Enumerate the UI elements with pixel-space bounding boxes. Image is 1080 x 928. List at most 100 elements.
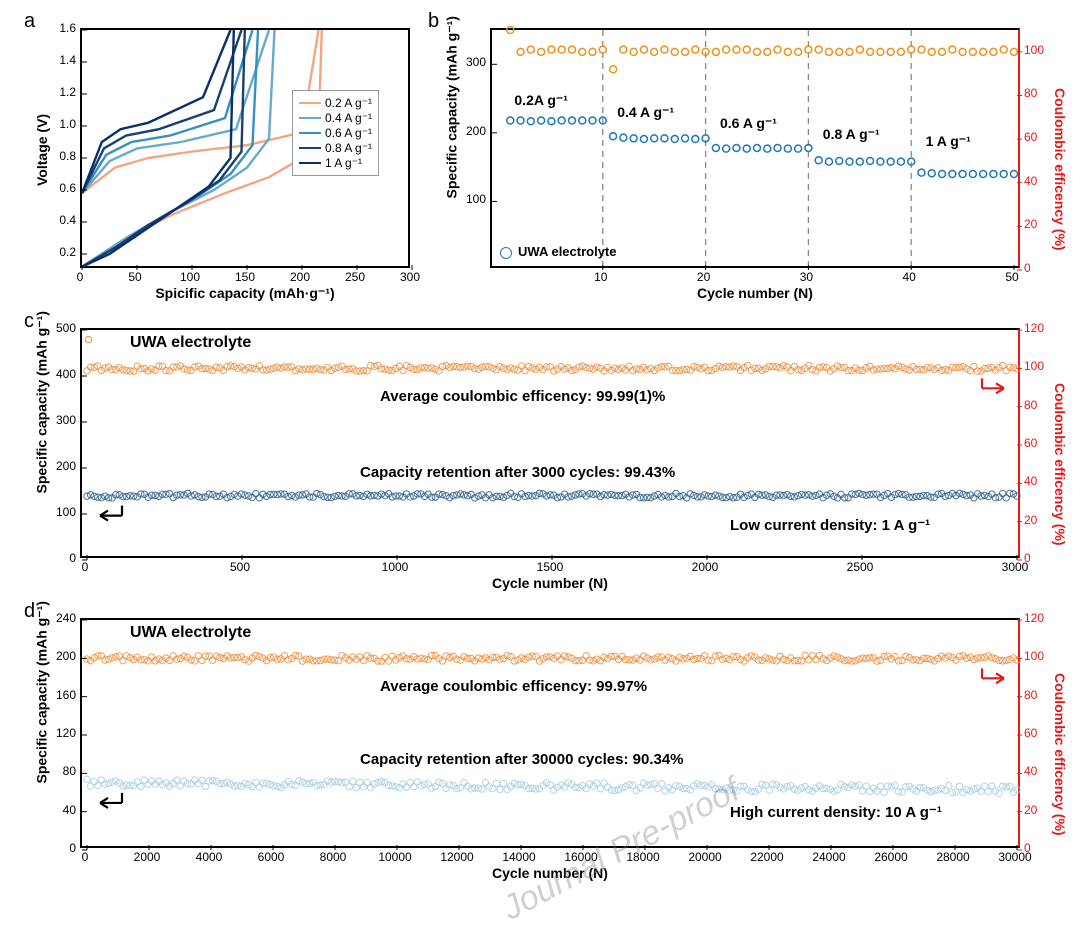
tick-label: 0 bbox=[65, 270, 95, 284]
tick-label: 100 bbox=[175, 270, 205, 284]
tick-label: 30 bbox=[791, 270, 821, 284]
tick-label: 40 bbox=[46, 803, 76, 817]
tick-label: 80 bbox=[46, 764, 76, 778]
tick-label: 0 bbox=[1024, 551, 1031, 565]
panel-b-ylabel2: Coulombic efficency (%) bbox=[1052, 88, 1068, 208]
rate-label: 0.8 A g⁻¹ bbox=[823, 126, 880, 143]
tick-label: 8000 bbox=[313, 850, 353, 864]
tick-label: 1.6 bbox=[50, 21, 76, 35]
panel-c-label: c bbox=[24, 310, 34, 333]
tick-label: 300 bbox=[456, 55, 486, 69]
tick-label: 120 bbox=[1024, 321, 1044, 335]
tick-label: 1500 bbox=[530, 560, 570, 574]
panel-b-label: b bbox=[428, 10, 439, 33]
tick-label: 6000 bbox=[251, 850, 291, 864]
tick-label: 0.4 bbox=[50, 213, 76, 227]
panel-b-legend: UWA electrolyte bbox=[500, 244, 617, 259]
tick-label: 24000 bbox=[809, 850, 849, 864]
annotation-text: Average coulombic efficency: 99.97% bbox=[380, 678, 647, 695]
tick-label: 1.0 bbox=[50, 117, 76, 131]
tick-label: 100 bbox=[456, 192, 486, 206]
tick-label: 200 bbox=[46, 649, 76, 663]
tick-label: 0.6 bbox=[50, 181, 76, 195]
tick-label: 40 bbox=[1024, 474, 1037, 488]
tick-label: 20 bbox=[1024, 513, 1037, 527]
panel-c-xlabel: Cycle number (N) bbox=[80, 575, 1020, 591]
panel-a-legend: 0.2 A g⁻¹0.4 A g⁻¹0.6 A g⁻¹0.8 A g⁻¹1 A … bbox=[292, 90, 379, 176]
tick-label: 10000 bbox=[375, 850, 415, 864]
tick-label: 50 bbox=[120, 270, 150, 284]
annotation-text: Low current density: 1 A g⁻¹ bbox=[730, 516, 930, 534]
tick-label: 0 bbox=[1024, 261, 1031, 275]
tick-label: 200 bbox=[285, 270, 315, 284]
rate-label: 1 A g⁻¹ bbox=[926, 133, 971, 150]
tick-label: 100 bbox=[1024, 649, 1044, 663]
tick-label: 100 bbox=[1024, 43, 1044, 57]
annotation-text: High current density: 10 A g⁻¹ bbox=[730, 803, 942, 821]
tick-label: 0.8 bbox=[50, 149, 76, 163]
tick-label: 300 bbox=[46, 413, 76, 427]
tick-label: 1.4 bbox=[50, 53, 76, 67]
tick-label: 2500 bbox=[840, 560, 880, 574]
tick-label: 1.2 bbox=[50, 85, 76, 99]
tick-label: 40 bbox=[1024, 174, 1037, 188]
panel-d-xlabel: Cycle number (N) bbox=[80, 865, 1020, 881]
panel-d-ylabel2: Coulombic efficency (%) bbox=[1052, 673, 1068, 793]
annotation-text: Capacity retention after 30000 cycles: 9… bbox=[360, 751, 684, 768]
annotation-text: UWA electrolyte bbox=[130, 624, 251, 642]
tick-label: 0 bbox=[46, 551, 76, 565]
panel-b-ylabel: Specific capacity (mAh g⁻¹) bbox=[444, 99, 461, 199]
tick-label: 300 bbox=[395, 270, 425, 284]
tick-label: 80 bbox=[1024, 688, 1037, 702]
tick-label: 16000 bbox=[561, 850, 601, 864]
tick-label: 40 bbox=[1024, 764, 1037, 778]
tick-label: 80 bbox=[1024, 398, 1037, 412]
rate-label: 0.4 A g⁻¹ bbox=[617, 104, 674, 121]
tick-label: 60 bbox=[1024, 130, 1037, 144]
tick-label: 10 bbox=[586, 270, 616, 284]
tick-label: 100 bbox=[46, 505, 76, 519]
tick-label: 100 bbox=[1024, 359, 1044, 373]
annotation-text: UWA electrolyte bbox=[130, 334, 251, 352]
panel-b-xlabel: Cycle number (N) bbox=[490, 285, 1020, 301]
tick-label: 4000 bbox=[189, 850, 229, 864]
panel-c-ylabel2: Coulombic efficency (%) bbox=[1052, 383, 1068, 503]
tick-label: 50 bbox=[997, 270, 1027, 284]
tick-label: 26000 bbox=[871, 850, 911, 864]
tick-label: 500 bbox=[46, 321, 76, 335]
tick-label: 120 bbox=[1024, 611, 1044, 625]
annotation-text: Capacity retention after 3000 cycles: 99… bbox=[360, 464, 675, 481]
tick-label: 28000 bbox=[933, 850, 973, 864]
tick-label: 18000 bbox=[623, 850, 663, 864]
tick-label: 22000 bbox=[747, 850, 787, 864]
tick-label: 0 bbox=[46, 841, 76, 855]
tick-label: 240 bbox=[46, 611, 76, 625]
tick-label: 2000 bbox=[685, 560, 725, 574]
tick-label: 20 bbox=[689, 270, 719, 284]
panel-a-label: a bbox=[24, 10, 35, 33]
rate-label: 0.6 A g⁻¹ bbox=[720, 115, 777, 132]
tick-label: 2000 bbox=[127, 850, 167, 864]
tick-label: 0 bbox=[1024, 841, 1031, 855]
tick-label: 160 bbox=[46, 688, 76, 702]
tick-label: 80 bbox=[1024, 86, 1037, 100]
tick-label: 60 bbox=[1024, 726, 1037, 740]
tick-label: 1000 bbox=[375, 560, 415, 574]
panel-c-ylabel: Specific capacity (mAh g⁻¹) bbox=[34, 394, 51, 494]
figure-root: a Voltage (V) Spicific capacity (mAh·g⁻¹… bbox=[10, 10, 1070, 916]
tick-label: 400 bbox=[46, 367, 76, 381]
tick-label: 12000 bbox=[437, 850, 477, 864]
tick-label: 120 bbox=[46, 726, 76, 740]
panel-a-xlabel: Spicific capacity (mAh·g⁻¹) bbox=[80, 285, 410, 302]
rate-label: 0.2A g⁻¹ bbox=[514, 92, 568, 109]
tick-label: 20 bbox=[1024, 803, 1037, 817]
tick-label: 60 bbox=[1024, 436, 1037, 450]
tick-label: 20000 bbox=[685, 850, 725, 864]
panel-a-ylabel: Voltage (V) bbox=[34, 106, 50, 186]
tick-label: 40 bbox=[894, 270, 924, 284]
tick-label: 200 bbox=[456, 124, 486, 138]
tick-label: 150 bbox=[230, 270, 260, 284]
tick-label: 250 bbox=[340, 270, 370, 284]
tick-label: 0.2 bbox=[50, 245, 76, 259]
tick-label: 200 bbox=[46, 459, 76, 473]
